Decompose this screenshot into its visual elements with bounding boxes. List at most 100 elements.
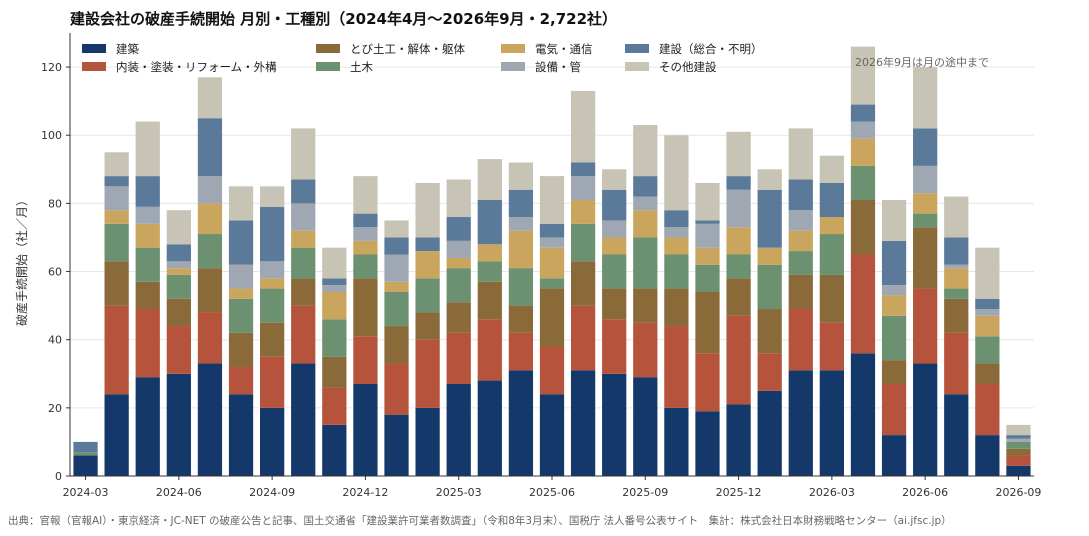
bar-segment <box>633 176 658 197</box>
annotation-partial-month: 2026年9月は月の途中まで <box>855 55 989 69</box>
x-tick-label: 2025-06 <box>529 486 575 499</box>
legend-swatch <box>625 62 649 71</box>
bar-segment <box>788 128 813 180</box>
legend-item: 建築 <box>82 42 139 56</box>
legend-label: 建築 <box>116 42 139 56</box>
bar-segment <box>197 203 223 235</box>
bar-segment <box>415 278 440 313</box>
bar-segment <box>695 291 720 354</box>
bar-segment <box>881 383 907 436</box>
bar-segment <box>384 281 409 292</box>
bar-segment <box>788 309 813 371</box>
bar-segment <box>975 315 1000 337</box>
bar-segment <box>944 332 969 395</box>
bar-segment <box>166 244 191 262</box>
bar-segment <box>1006 448 1031 456</box>
bar-segment <box>228 186 254 221</box>
bar-segment <box>819 370 844 476</box>
bar-segment <box>322 319 347 357</box>
bar-segment <box>881 240 907 286</box>
bar-stack <box>322 247 347 476</box>
bar-segment <box>508 217 534 231</box>
bar-segment <box>260 186 285 207</box>
legend-item: その他建設 <box>625 60 717 74</box>
bar-segment <box>353 227 378 241</box>
bar-stack <box>757 169 782 476</box>
bar-segment <box>415 237 440 252</box>
bar-stack <box>602 169 627 476</box>
bar-segment <box>508 230 534 269</box>
bar-segment <box>1006 424 1031 436</box>
bar-segment <box>446 179 471 218</box>
bar-segment <box>602 237 627 255</box>
bar-segment <box>135 247 160 282</box>
bar-segment <box>570 261 596 306</box>
bar-segment <box>602 254 627 289</box>
x-tick-label: 2024-06 <box>156 486 202 499</box>
bar-segment <box>602 169 627 190</box>
bar-segment <box>228 288 254 299</box>
bar-segment <box>664 135 689 211</box>
bar-segment <box>508 305 534 333</box>
bar-segment <box>664 227 689 238</box>
bar-segment <box>913 165 938 194</box>
bar-stack <box>975 247 1000 476</box>
bar-segment <box>881 435 907 476</box>
source-note: 出典：官報（官報AI）・東京経済・JC-NET の破産公告と記事、国土交通省「建… <box>8 514 952 527</box>
bar-segment <box>570 90 596 163</box>
x-tick-label: 2024-12 <box>342 486 388 499</box>
legend-label: 電気・通信 <box>535 42 593 56</box>
bar-segment <box>975 383 1000 436</box>
bar-segment <box>757 353 782 391</box>
bar-stack <box>913 67 938 476</box>
bar-segment <box>602 373 627 476</box>
legend-swatch <box>82 44 106 53</box>
bar-stack <box>384 220 409 476</box>
bar-segment <box>881 360 907 384</box>
legend-label: その他建設 <box>659 60 717 74</box>
bar-segment <box>508 189 534 218</box>
bar-segment <box>664 326 689 408</box>
bar-segment <box>291 247 316 279</box>
bar-segment <box>1006 465 1031 476</box>
x-tick-label: 2026-06 <box>902 486 948 499</box>
bar-segment <box>633 196 658 211</box>
bar-segment <box>291 363 316 476</box>
bar-segment <box>353 254 378 279</box>
bar-segment <box>73 455 98 476</box>
bar-segment <box>539 394 565 476</box>
bar-stack <box>788 128 813 476</box>
bar-segment <box>850 254 876 354</box>
bar-segment <box>228 220 254 265</box>
bar-segment <box>913 193 938 214</box>
bar-segment <box>415 407 440 476</box>
bar-segment <box>104 152 129 177</box>
y-tick-labels: 0 20 40 60 80 100 120 <box>41 61 70 483</box>
bar-segment <box>975 298 1000 310</box>
bar-segment <box>819 217 844 235</box>
legend-label: とび土工・解体・躯体 <box>350 42 465 56</box>
bar-segment <box>726 254 751 279</box>
bar-segment <box>260 407 285 476</box>
bar-segment <box>757 189 782 248</box>
legend-swatch <box>316 44 340 53</box>
bar-segment <box>384 237 409 255</box>
bar-segment <box>726 278 751 316</box>
bar-segment <box>633 125 658 177</box>
legend-item: 建設（総合・不明） <box>625 42 763 56</box>
bar-segment <box>508 332 534 371</box>
bar-segment <box>104 186 129 211</box>
legend-item: 電気・通信 <box>501 42 593 56</box>
legend-label: 設備・管 <box>535 60 581 74</box>
x-tick-label: 2025-12 <box>716 486 762 499</box>
bar-segment <box>695 223 720 248</box>
bar-segment <box>726 315 751 405</box>
bar-segment <box>944 288 969 299</box>
bar-stack <box>166 210 191 476</box>
bar-segment <box>135 176 160 207</box>
bar-segment <box>633 237 658 289</box>
bar-segment <box>384 291 409 327</box>
bar-segment <box>197 268 223 313</box>
bar-segment <box>104 176 129 187</box>
bar-segment <box>944 196 969 238</box>
